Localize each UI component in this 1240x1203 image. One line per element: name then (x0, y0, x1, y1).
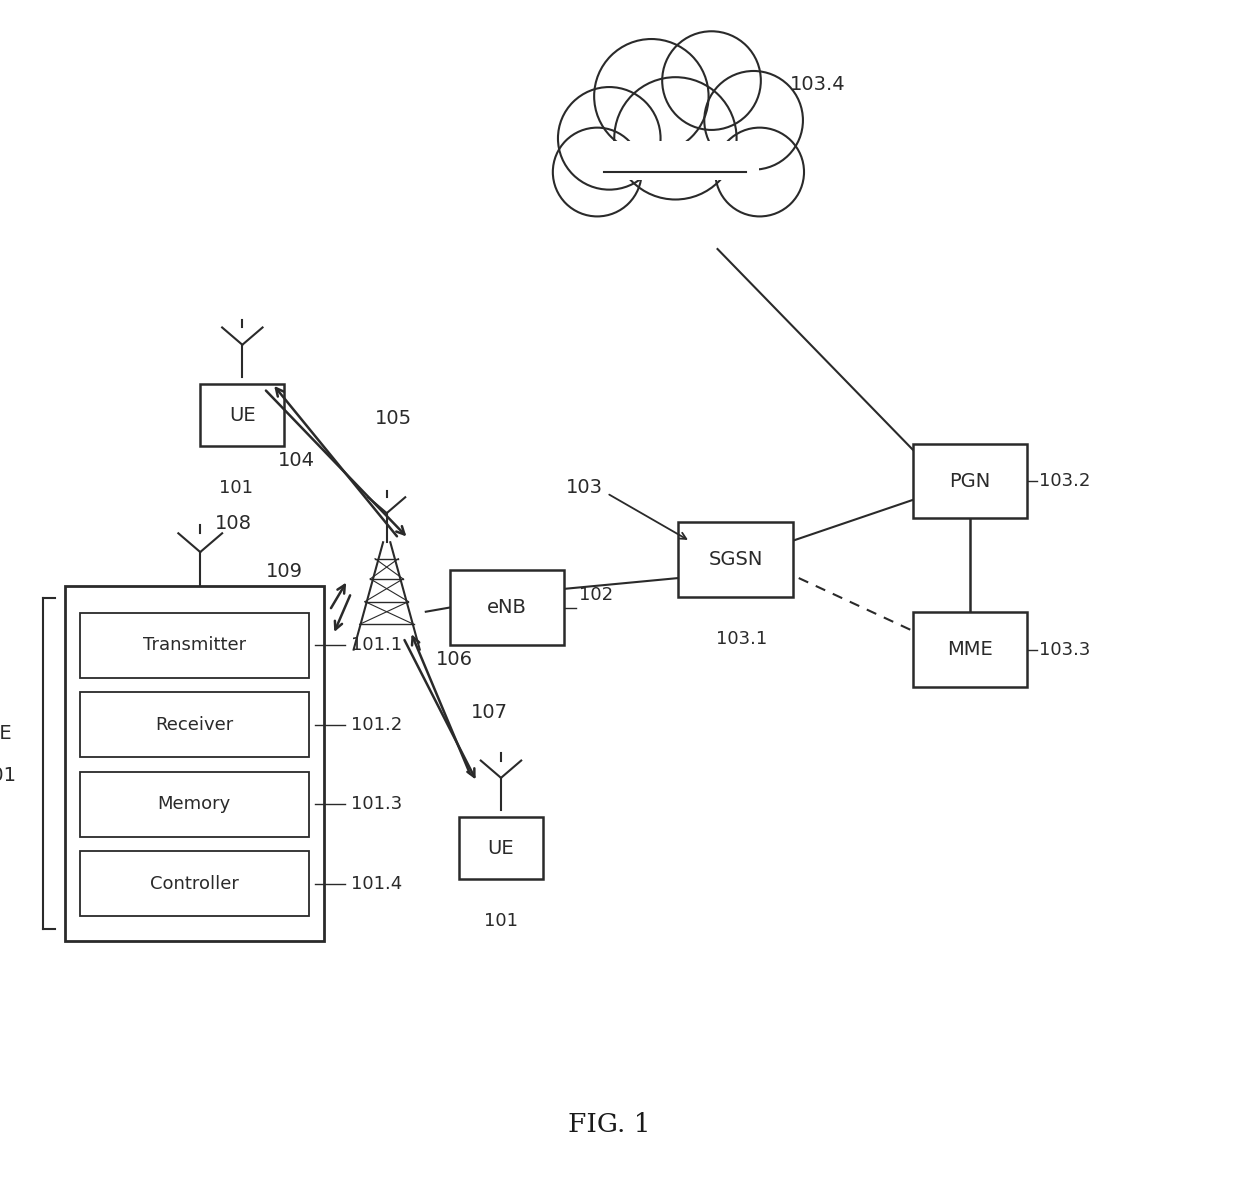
Text: 108: 108 (215, 514, 252, 533)
FancyBboxPatch shape (200, 384, 284, 446)
Text: 102: 102 (579, 587, 613, 604)
Text: 103.3: 103.3 (1039, 641, 1091, 658)
Text: MME: MME (947, 640, 993, 659)
Text: 101.3: 101.3 (351, 795, 402, 813)
Text: 103.4: 103.4 (790, 75, 846, 94)
Circle shape (594, 38, 708, 154)
Text: PGN: PGN (950, 472, 991, 491)
Text: UE: UE (0, 724, 12, 743)
Circle shape (614, 77, 737, 200)
Text: Transmitter: Transmitter (143, 636, 246, 654)
Text: 104: 104 (278, 451, 315, 470)
FancyBboxPatch shape (913, 444, 1027, 518)
Text: Receiver: Receiver (155, 716, 233, 734)
Circle shape (715, 128, 804, 217)
Text: 101.2: 101.2 (351, 716, 402, 734)
Text: 109: 109 (265, 562, 303, 581)
Text: 103: 103 (567, 478, 603, 497)
FancyBboxPatch shape (450, 570, 564, 645)
FancyBboxPatch shape (79, 772, 309, 837)
FancyBboxPatch shape (913, 612, 1027, 687)
Text: 106: 106 (436, 650, 472, 669)
FancyBboxPatch shape (64, 587, 324, 941)
Text: 103.1: 103.1 (715, 630, 768, 648)
FancyBboxPatch shape (79, 693, 309, 758)
Circle shape (558, 87, 661, 190)
Circle shape (662, 31, 761, 130)
Circle shape (553, 128, 641, 217)
Text: SGSN: SGSN (708, 550, 763, 569)
Text: 101: 101 (0, 766, 17, 786)
Text: 101: 101 (484, 912, 518, 930)
FancyBboxPatch shape (678, 522, 792, 597)
Text: UE: UE (487, 838, 515, 858)
FancyBboxPatch shape (79, 852, 309, 917)
Text: UE: UE (229, 405, 255, 425)
Text: Memory: Memory (157, 795, 231, 813)
Circle shape (704, 71, 804, 170)
Bar (591, 141, 759, 180)
Text: 107: 107 (471, 703, 508, 722)
Text: 101.4: 101.4 (351, 875, 402, 893)
Text: 105: 105 (374, 409, 412, 428)
Text: Controller: Controller (150, 875, 238, 893)
Text: 103.2: 103.2 (1039, 473, 1091, 490)
FancyBboxPatch shape (79, 614, 309, 678)
Text: 101: 101 (219, 479, 253, 497)
Text: eNB: eNB (487, 598, 527, 617)
FancyBboxPatch shape (459, 817, 543, 879)
Text: 101.1: 101.1 (351, 636, 402, 654)
Text: FIG. 1: FIG. 1 (568, 1113, 651, 1137)
